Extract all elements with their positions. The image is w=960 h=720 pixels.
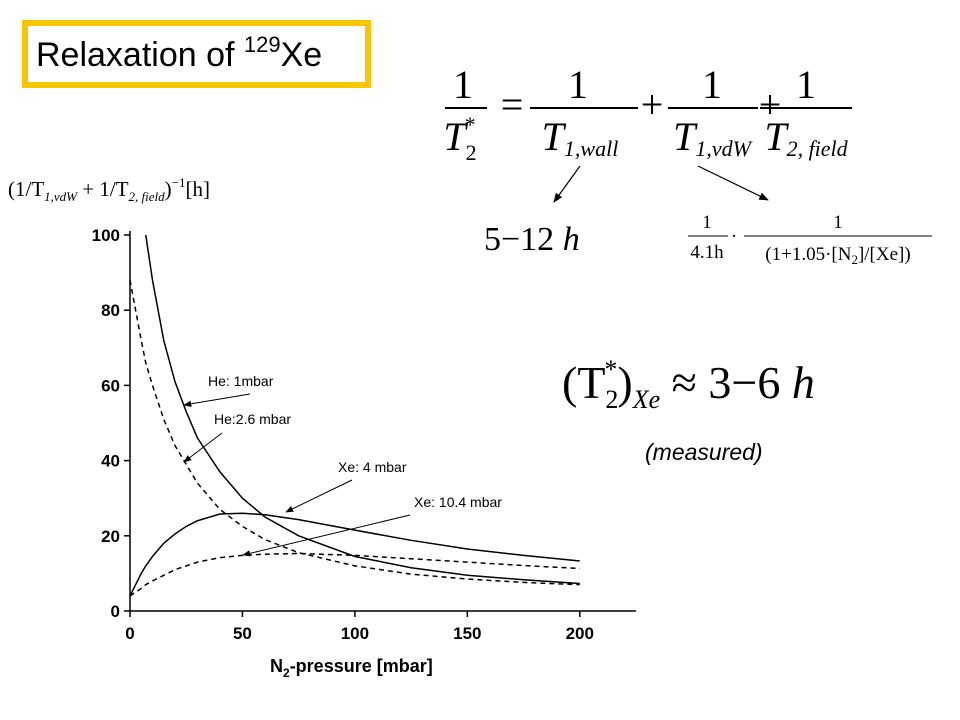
y-tick-label: 0 — [111, 602, 120, 621]
denominator: T1,vdW — [673, 114, 753, 161]
numerator: 1 — [453, 62, 473, 107]
denominator: 4.1h — [690, 242, 724, 263]
wall-formula: 5−12 h — [484, 221, 580, 258]
main-formula: 1 T2* = 1 T1,wall + 1 T1,vdW + 1 T2, fie… — [443, 62, 852, 165]
x-tick-label: 0 — [125, 624, 134, 643]
slide-title: Relaxation of 129Xe — [36, 32, 322, 74]
series-label: Xe: 4 mbar — [338, 459, 407, 475]
plus: + — [759, 82, 782, 127]
series-line — [145, 234, 580, 585]
y-tick-label: 20 — [101, 527, 120, 546]
series-line — [129, 512, 580, 597]
plot: 0 20 40 60 80 100 0 50 100 150 200 He: 1mbar He:2.6 … — [92, 226, 636, 643]
x-axis-label: N2-pressure [mbar] — [270, 656, 433, 680]
denominator: T1,wall — [542, 114, 619, 161]
x-tick-label: 100 — [341, 624, 369, 643]
denominator: (1+1.05·[N2]/[Xe]) — [765, 244, 910, 267]
numerator: 1 — [833, 212, 843, 233]
field-formula: 1 4.1h · 1 (1+1.05·[N2]/[Xe]) — [688, 212, 932, 267]
plus: + — [641, 82, 664, 127]
numerator: 1 — [702, 212, 712, 233]
denominator: T2, field — [764, 114, 848, 161]
x-tick-label: 150 — [453, 624, 481, 643]
y-tick-label: 80 — [101, 301, 120, 320]
title-box — [22, 20, 371, 88]
label-arrow — [183, 432, 223, 463]
series-label: He: 1mbar — [208, 373, 274, 389]
numerator: 1 — [568, 62, 588, 107]
x-tick-label: 200 — [566, 624, 594, 643]
y-tick-label: 100 — [92, 226, 120, 245]
y-axis-label: (1/T1,vdW + 1/T2, field)−1[h] — [8, 175, 210, 204]
note: (measured) — [645, 439, 763, 465]
arrow — [697, 165, 769, 201]
denominator: T2* — [443, 112, 476, 165]
equals: = — [501, 82, 524, 127]
series-line — [129, 552, 580, 597]
x-tick-label: 50 — [233, 624, 252, 643]
measured-formula: (T2*)Xe ≈ 3−6 h — [562, 355, 815, 414]
series-label: Xe: 10.4 mbar — [414, 494, 502, 510]
numerator: 1 — [796, 62, 816, 107]
label-arrow — [242, 514, 411, 557]
arrow — [553, 165, 581, 203]
series-line — [129, 279, 580, 586]
y-tick-label: 40 — [101, 452, 120, 471]
series-label: He:2.6 mbar — [214, 411, 291, 427]
y-tick-label: 60 — [101, 376, 120, 395]
numerator: 1 — [702, 62, 722, 107]
label-arrow — [285, 479, 353, 513]
dot: · — [731, 226, 737, 247]
label-arrow — [183, 393, 251, 407]
